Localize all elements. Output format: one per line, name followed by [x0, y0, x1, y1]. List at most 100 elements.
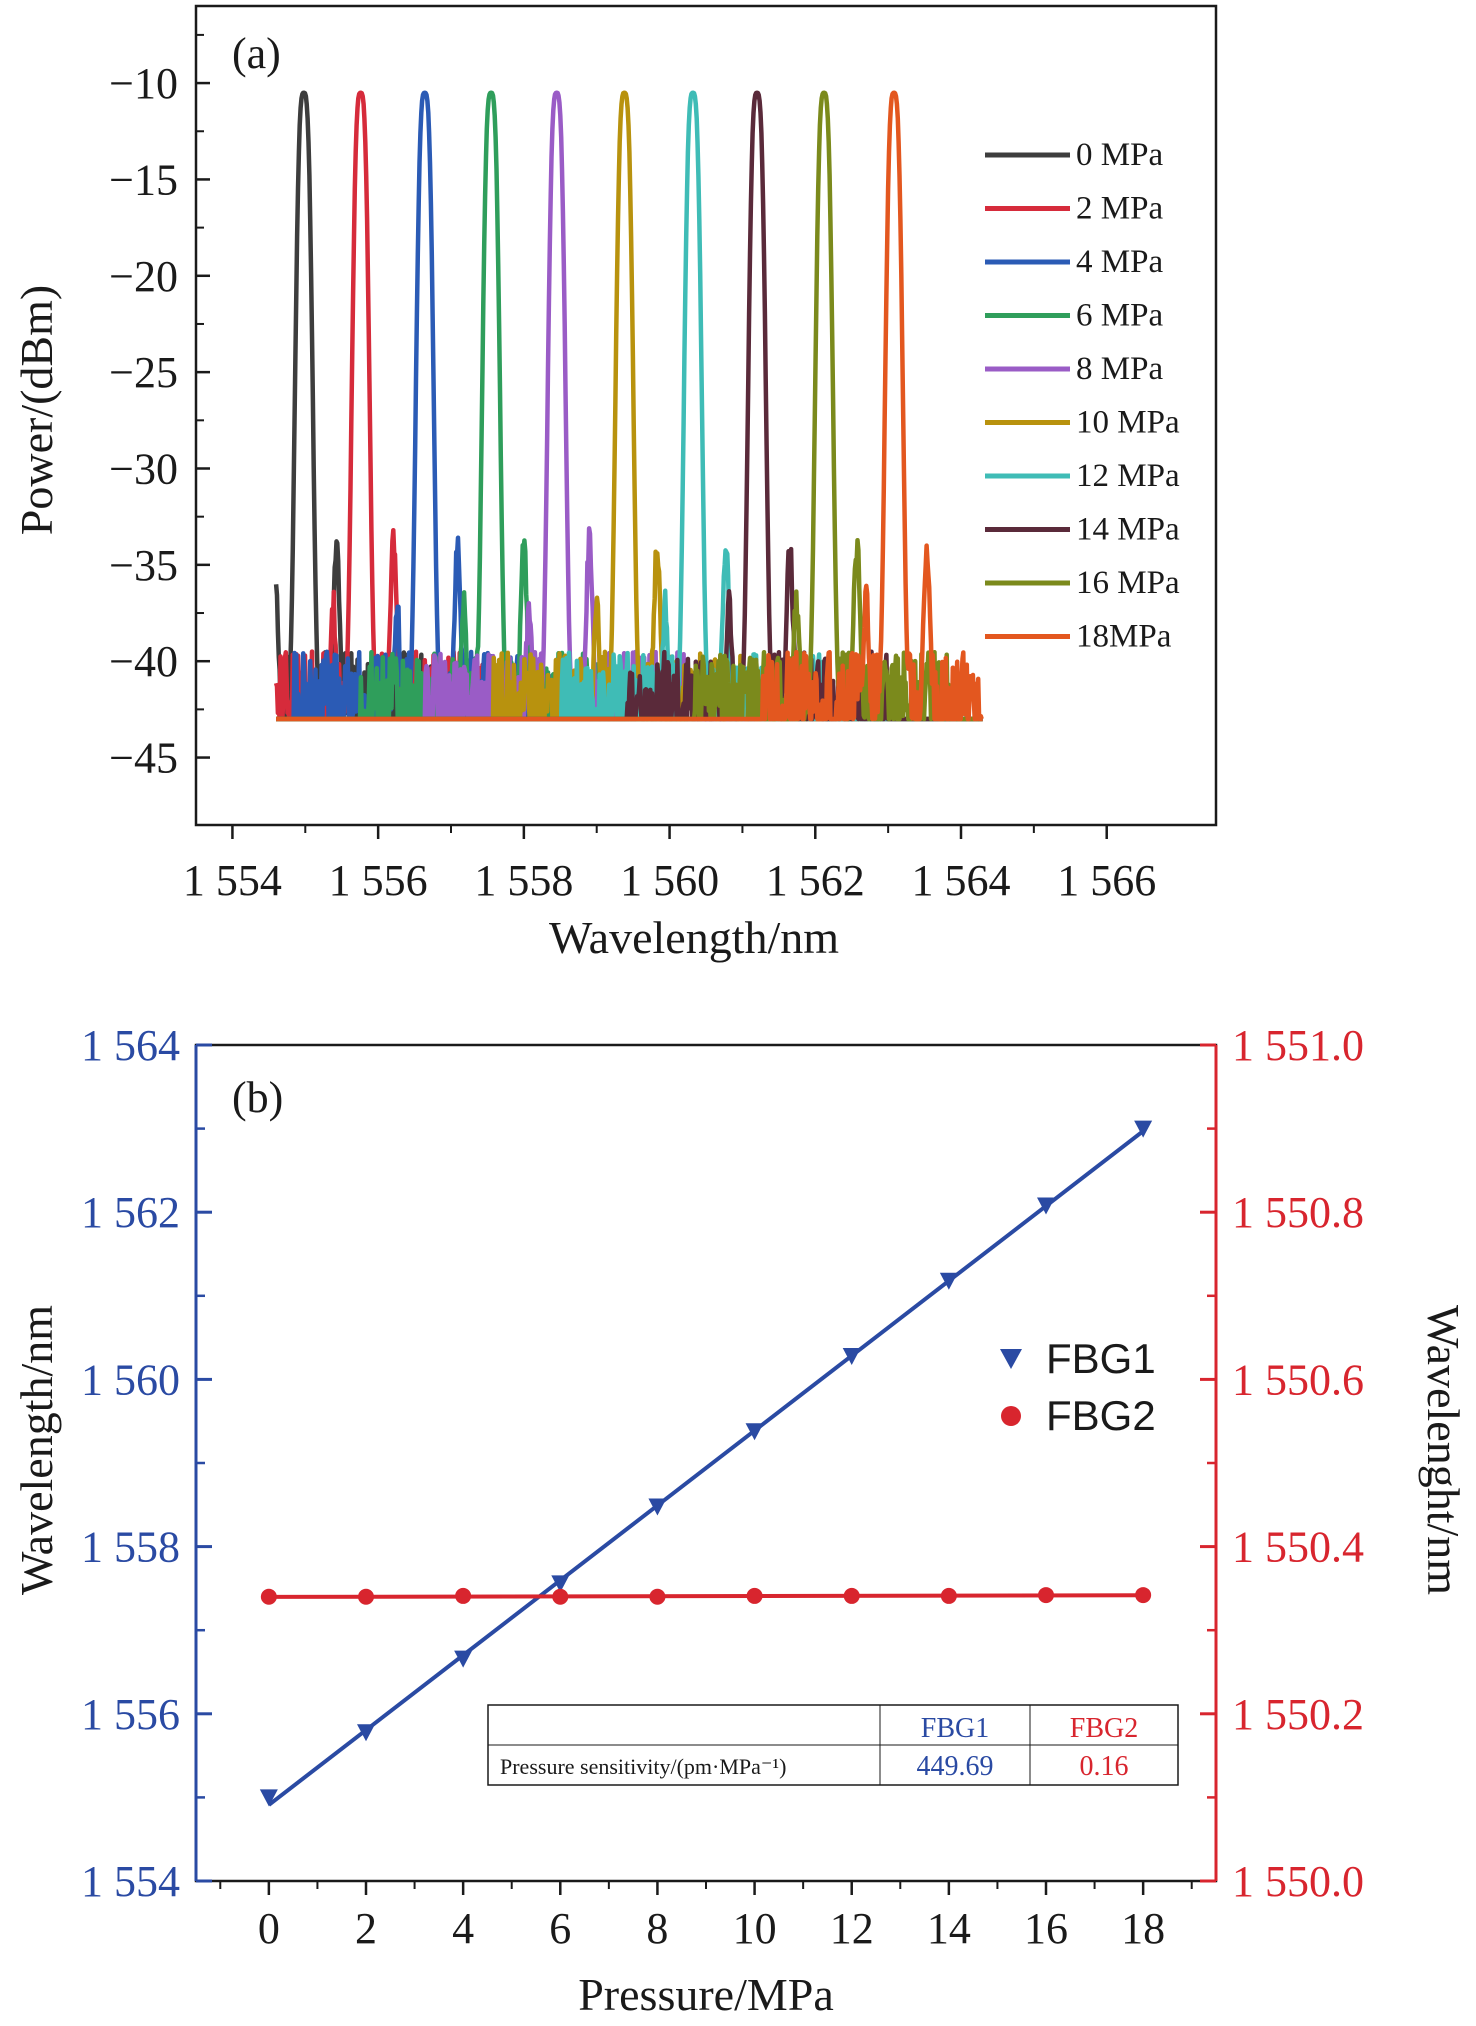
panel-a-y-axis-title: Power/(dBm): [11, 285, 62, 535]
point-fbg2: [260, 1588, 277, 1605]
point-fbg1: [745, 1423, 764, 1441]
panel-b-left-y-tick-label: 1 564: [81, 1021, 180, 1070]
point-fbg1: [551, 1575, 570, 1593]
panel-b-x-tick-label: 16: [1024, 1904, 1068, 1953]
spectrum-line-18mpa: [274, 90, 984, 722]
legend-label-18mpa: 18MPa: [1076, 619, 1172, 655]
legend-label-4mpa: 4 MPa: [1076, 244, 1163, 280]
legend-label-14mpa: 14 MPa: [1076, 512, 1180, 548]
point-fbg2: [649, 1588, 666, 1605]
panel-b-x-tick-label: 12: [830, 1904, 874, 1953]
panel-b-right-y-tick-label: 1 550.2: [1232, 1690, 1364, 1739]
legend-marker-fbg1: [1000, 1349, 1022, 1369]
panel-b-legend: FBG1 FBG2: [1000, 1335, 1156, 1439]
point-fbg2: [552, 1588, 569, 1605]
point-fbg2: [455, 1587, 472, 1604]
panel-a-y-tick-label: −30: [109, 444, 178, 493]
panel-b-right-y-axis: 1 550.0 1 550.2 1 550.4 1 550.6 1 550.8 1 551…: [1200, 1021, 1364, 1906]
point-fbg1: [842, 1347, 861, 1365]
legend-label-16mpa: 16 MPa: [1076, 565, 1180, 601]
panel-b-x-axis: 0 2 4 6 8 10 12 14 16 18: [219, 1881, 1193, 1953]
legend-label-8mpa: 8 MPa: [1076, 351, 1163, 387]
panel-b-right-y-tick-label: 1 550.6: [1232, 1355, 1364, 1404]
panel-a-y-axis: −45 −40 −35 −30 −25 −20 −15 −10: [109, 33, 210, 783]
point-fbg1: [454, 1650, 473, 1668]
spectrum-line-10mpa: [274, 90, 984, 722]
panel-b-x-tick-label: 14: [927, 1904, 971, 1953]
panel-b-wavelength-pressure-chart: (b) 0 2 4 6 8 10 12 14 16 18 1 554 1 556 1 558 1 560…: [11, 1021, 1469, 2020]
panel-b-x-tick-label: 2: [355, 1904, 377, 1953]
panel-a-spectrum-chart: (a) 1 554 1 556 1 558 1 560 1 562 1 564 1 566 …: [11, 4, 1218, 963]
sensitivity-table-value-fbg2: 0.16: [1080, 1751, 1129, 1782]
panel-a-x-tick-label: 1 564: [912, 856, 1011, 905]
point-fbg2: [940, 1587, 957, 1604]
point-fbg2: [1038, 1587, 1054, 1604]
panel-b-left-y-tick-label: 1 560: [81, 1355, 180, 1404]
point-fbg1: [357, 1724, 375, 1742]
sensitivity-table-header-fbg2: FBG2: [1070, 1713, 1138, 1744]
panel-b-x-tick-label: 0: [258, 1904, 280, 1953]
panel-b-left-y-tick-label: 1 556: [81, 1690, 180, 1739]
panel-a-x-axis-title: Wavelength/nm: [549, 912, 839, 963]
panel-a-y-tick-label: −40: [109, 637, 178, 686]
panel-b-left-y-tick-label: 1 554: [81, 1857, 180, 1906]
point-fbg1: [1134, 1120, 1153, 1138]
panel-a-x-tick-label: 1 556: [329, 856, 428, 905]
point-fbg2: [843, 1587, 860, 1604]
panel-b-right-y-tick-label: 1 550.4: [1232, 1523, 1364, 1572]
panel-a-x-axis: 1 554 1 556 1 558 1 560 1 562 1 564 1 566: [183, 825, 1156, 905]
legend-marker-fbg2: [1001, 1406, 1021, 1426]
point-fbg2: [1135, 1587, 1152, 1604]
sensitivity-table-row-label: Pressure sensitivity/(pm·MPa⁻¹): [500, 1754, 786, 1779]
panel-b-x-tick-label: 10: [733, 1904, 777, 1953]
panel-a-x-tick-label: 1 558: [474, 856, 573, 905]
point-fbg1: [259, 1789, 278, 1807]
panel-a-plot-frame: [194, 4, 1218, 827]
panel-b-right-y-axis-title: Wavelenght/nm: [1418, 1305, 1469, 1595]
sensitivity-table-header-fbg1: FBG1: [921, 1713, 989, 1744]
panel-b-label: (b): [232, 1073, 283, 1122]
panel-b-left-y-tick-label: 1 558: [81, 1523, 180, 1572]
point-fbg1: [939, 1272, 958, 1290]
panel-b-left-y-tick-label: 1 562: [81, 1188, 180, 1237]
panel-a-x-tick-label: 1 554: [183, 856, 282, 905]
panel-b-left-y-axis: 1 554 1 556 1 558 1 560 1 562 1 564: [81, 1021, 212, 1906]
legend-label-6mpa: 6 MPa: [1076, 298, 1163, 334]
panel-a-y-tick-label: −45: [109, 734, 178, 783]
panel-b-x-axis-title: Pressure/MPa: [578, 1969, 834, 2020]
legend-label-12mpa: 12 MPa: [1076, 458, 1180, 494]
panel-a-legend: 0 MPa 2 MPa 4 MPa 6 MPa 8 MPa 10 MPa 12 MPa 14 …: [985, 137, 1180, 655]
panel-a-x-tick-label: 1 560: [620, 856, 719, 905]
panel-b-right-y-tick-label: 1 551.0: [1232, 1021, 1364, 1070]
legend-label-0mpa: 0 MPa: [1076, 137, 1163, 173]
panel-a-y-tick-label: −20: [109, 252, 178, 301]
panel-a-y-tick-label: −15: [109, 155, 178, 204]
panel-a-x-tick-label: 1 566: [1057, 856, 1156, 905]
legend-label-2mpa: 2 MPa: [1076, 191, 1163, 227]
panel-b-series: [259, 1120, 1153, 1807]
fit-line-fbg1: [267, 1129, 1145, 1807]
legend-label-fbg1: FBG1: [1046, 1335, 1156, 1382]
panel-b-x-tick-label: 4: [452, 1904, 474, 1953]
panel-b-right-y-tick-label: 1 550.0: [1232, 1857, 1364, 1906]
sensitivity-table-value-fbg1: 449.69: [917, 1751, 994, 1782]
point-fbg2: [358, 1588, 374, 1605]
point-fbg1: [1037, 1197, 1055, 1215]
panel-b-x-tick-label: 6: [549, 1904, 571, 1953]
panel-a-spectra: [273, 90, 984, 722]
point-fbg1: [648, 1498, 667, 1516]
panel-a-y-tick-label: −25: [109, 348, 178, 397]
panel-b-right-y-tick-label: 1 550.8: [1232, 1188, 1364, 1237]
panel-a-label: (a): [232, 29, 281, 78]
panel-a-y-tick-label: −35: [109, 541, 178, 590]
panel-b-x-tick-label: 18: [1121, 1904, 1165, 1953]
legend-label-10mpa: 10 MPa: [1076, 405, 1180, 441]
point-fbg2: [746, 1587, 763, 1604]
legend-label-fbg2: FBG2: [1046, 1392, 1156, 1439]
sensitivity-table: FBG1 FBG2 Pressure sensitivity/(pm·MPa⁻¹…: [487, 1704, 1179, 1786]
panel-a-x-tick-label: 1 562: [766, 856, 865, 905]
panel-b-left-y-axis-title: Wavelength/nm: [11, 1305, 62, 1595]
panel-b-x-tick-label: 8: [646, 1904, 668, 1953]
fit-line-fbg2: [268, 1593, 1144, 1599]
